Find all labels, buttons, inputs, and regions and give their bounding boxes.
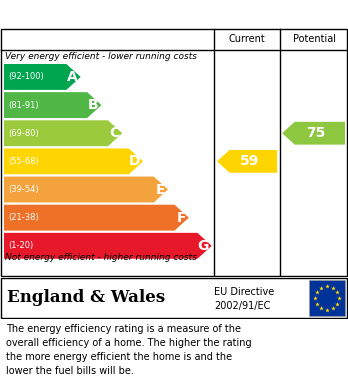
Text: 59: 59 (240, 154, 259, 169)
Text: Potential: Potential (293, 34, 335, 44)
Text: C: C (109, 126, 119, 140)
Polygon shape (4, 149, 143, 174)
Text: (21-38): (21-38) (8, 213, 39, 222)
Polygon shape (4, 233, 212, 259)
Text: EU Directive: EU Directive (214, 287, 274, 297)
Text: The energy efficiency rating is a measure of the
overall efficiency of a home. T: The energy efficiency rating is a measur… (6, 324, 252, 376)
Text: England & Wales: England & Wales (7, 289, 165, 307)
Text: Energy Efficiency Rating: Energy Efficiency Rating (9, 7, 211, 22)
Text: 2002/91/EC: 2002/91/EC (214, 301, 270, 310)
Polygon shape (4, 92, 102, 118)
Text: (92-100): (92-100) (8, 72, 44, 81)
Text: (69-80): (69-80) (8, 129, 39, 138)
Text: 75: 75 (306, 126, 326, 140)
Text: (1-20): (1-20) (8, 241, 33, 250)
Text: A: A (67, 70, 78, 84)
Text: F: F (176, 211, 186, 225)
Polygon shape (217, 150, 277, 173)
Polygon shape (4, 64, 81, 90)
Polygon shape (282, 122, 345, 145)
Text: (81-91): (81-91) (8, 100, 39, 109)
Text: D: D (128, 154, 140, 169)
Text: G: G (197, 239, 209, 253)
Text: E: E (156, 183, 165, 197)
Polygon shape (4, 120, 122, 146)
Polygon shape (4, 177, 168, 203)
Bar (309, 280, 345, 316)
Text: (55-68): (55-68) (8, 157, 39, 166)
Text: (39-54): (39-54) (8, 185, 39, 194)
Text: Not energy efficient - higher running costs: Not energy efficient - higher running co… (5, 253, 197, 262)
Text: Very energy efficient - lower running costs: Very energy efficient - lower running co… (5, 52, 197, 61)
Polygon shape (4, 205, 189, 231)
Text: Current: Current (229, 34, 266, 44)
Text: B: B (88, 98, 98, 112)
